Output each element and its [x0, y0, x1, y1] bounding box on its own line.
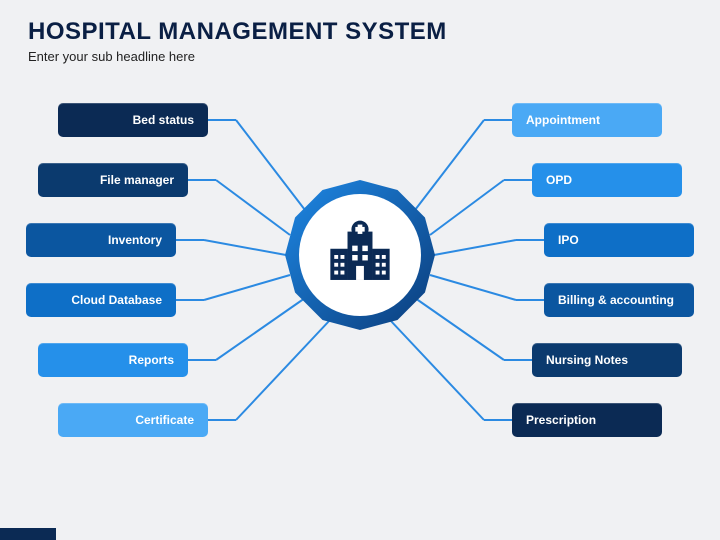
- item-label: Billing & accounting: [558, 293, 674, 307]
- item-right-5: Prescription: [512, 403, 662, 437]
- item-left-5: Certificate: [58, 403, 208, 437]
- item-label: Prescription: [526, 413, 596, 427]
- item-left-4: Reports: [38, 343, 188, 377]
- item-right-2: IPO: [544, 223, 694, 257]
- item-label: IPO: [558, 233, 579, 247]
- footer-accent: [0, 528, 56, 540]
- item-label: Reports: [129, 353, 174, 367]
- item-right-1: OPD: [532, 163, 682, 197]
- item-label: Inventory: [108, 233, 162, 247]
- page-title: HOSPITAL MANAGEMENT SYSTEM: [28, 18, 692, 46]
- item-label: Bed status: [133, 113, 194, 127]
- page-subtitle: Enter your sub headline here: [28, 49, 692, 64]
- item-right-3: Billing & accounting: [544, 283, 694, 317]
- item-left-1: File manager: [38, 163, 188, 197]
- item-label: OPD: [546, 173, 572, 187]
- item-label: Nursing Notes: [546, 353, 628, 367]
- item-right-4: Nursing Notes: [532, 343, 682, 377]
- item-label: Appointment: [526, 113, 600, 127]
- item-label: Cloud Database: [71, 293, 162, 307]
- center-node: [285, 180, 435, 330]
- diagram: Bed status File manager Inventory Cloud Dat…: [0, 80, 720, 520]
- item-left-3: Cloud Database: [26, 283, 176, 317]
- item-label: File manager: [100, 173, 174, 187]
- item-left-2: Inventory: [26, 223, 176, 257]
- item-left-0: Bed status: [58, 103, 208, 137]
- item-right-0: Appointment: [512, 103, 662, 137]
- hospital-icon: [321, 216, 399, 294]
- item-label: Certificate: [135, 413, 194, 427]
- header: HOSPITAL MANAGEMENT SYSTEM Enter your su…: [0, 0, 720, 68]
- inner-circle: [299, 194, 421, 316]
